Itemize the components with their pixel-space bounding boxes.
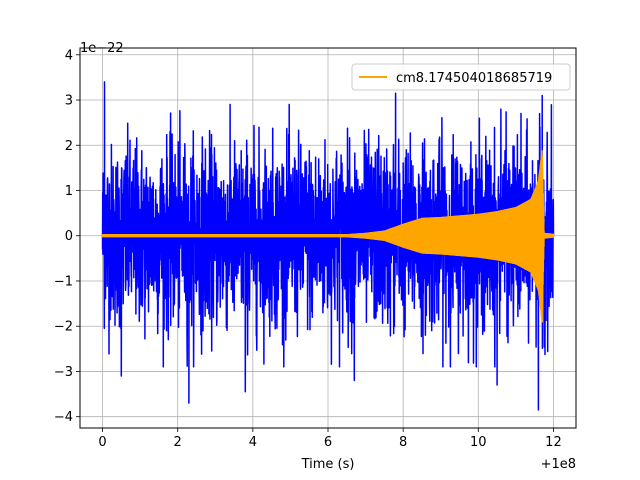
y-tick-label: 0	[65, 229, 73, 244]
y-tick-label: −1	[54, 274, 73, 289]
x-tick-label: 2	[174, 435, 182, 450]
legend-label-cm: cm8.174504018685719	[396, 71, 552, 86]
y-tick-label: 4	[65, 48, 73, 63]
series-cm-line	[101, 150, 555, 323]
y-tick-label: 2	[65, 139, 73, 154]
y-offset-label: 1e−22	[80, 41, 124, 56]
y-tick-label: 3	[65, 94, 73, 109]
x-offset-label: +1e8	[541, 457, 576, 472]
x-axis-title: Time (s)	[301, 457, 355, 472]
y-tick-label: 1	[65, 184, 73, 199]
y-tick-label: −3	[54, 365, 73, 380]
y-tick-label: −4	[54, 410, 73, 425]
x-tick-label: 12	[545, 435, 562, 450]
x-tick-label: 0	[98, 435, 106, 450]
x-tick-label: 10	[470, 435, 487, 450]
x-tick-label: 6	[324, 435, 332, 450]
y-tick-label: −2	[54, 320, 73, 335]
plot-area	[101, 81, 555, 411]
x-tick-label: 8	[399, 435, 407, 450]
legend-box	[351, 63, 571, 91]
x-tick-label: 4	[249, 435, 257, 450]
legend: cm8.174504018685719	[351, 63, 571, 91]
